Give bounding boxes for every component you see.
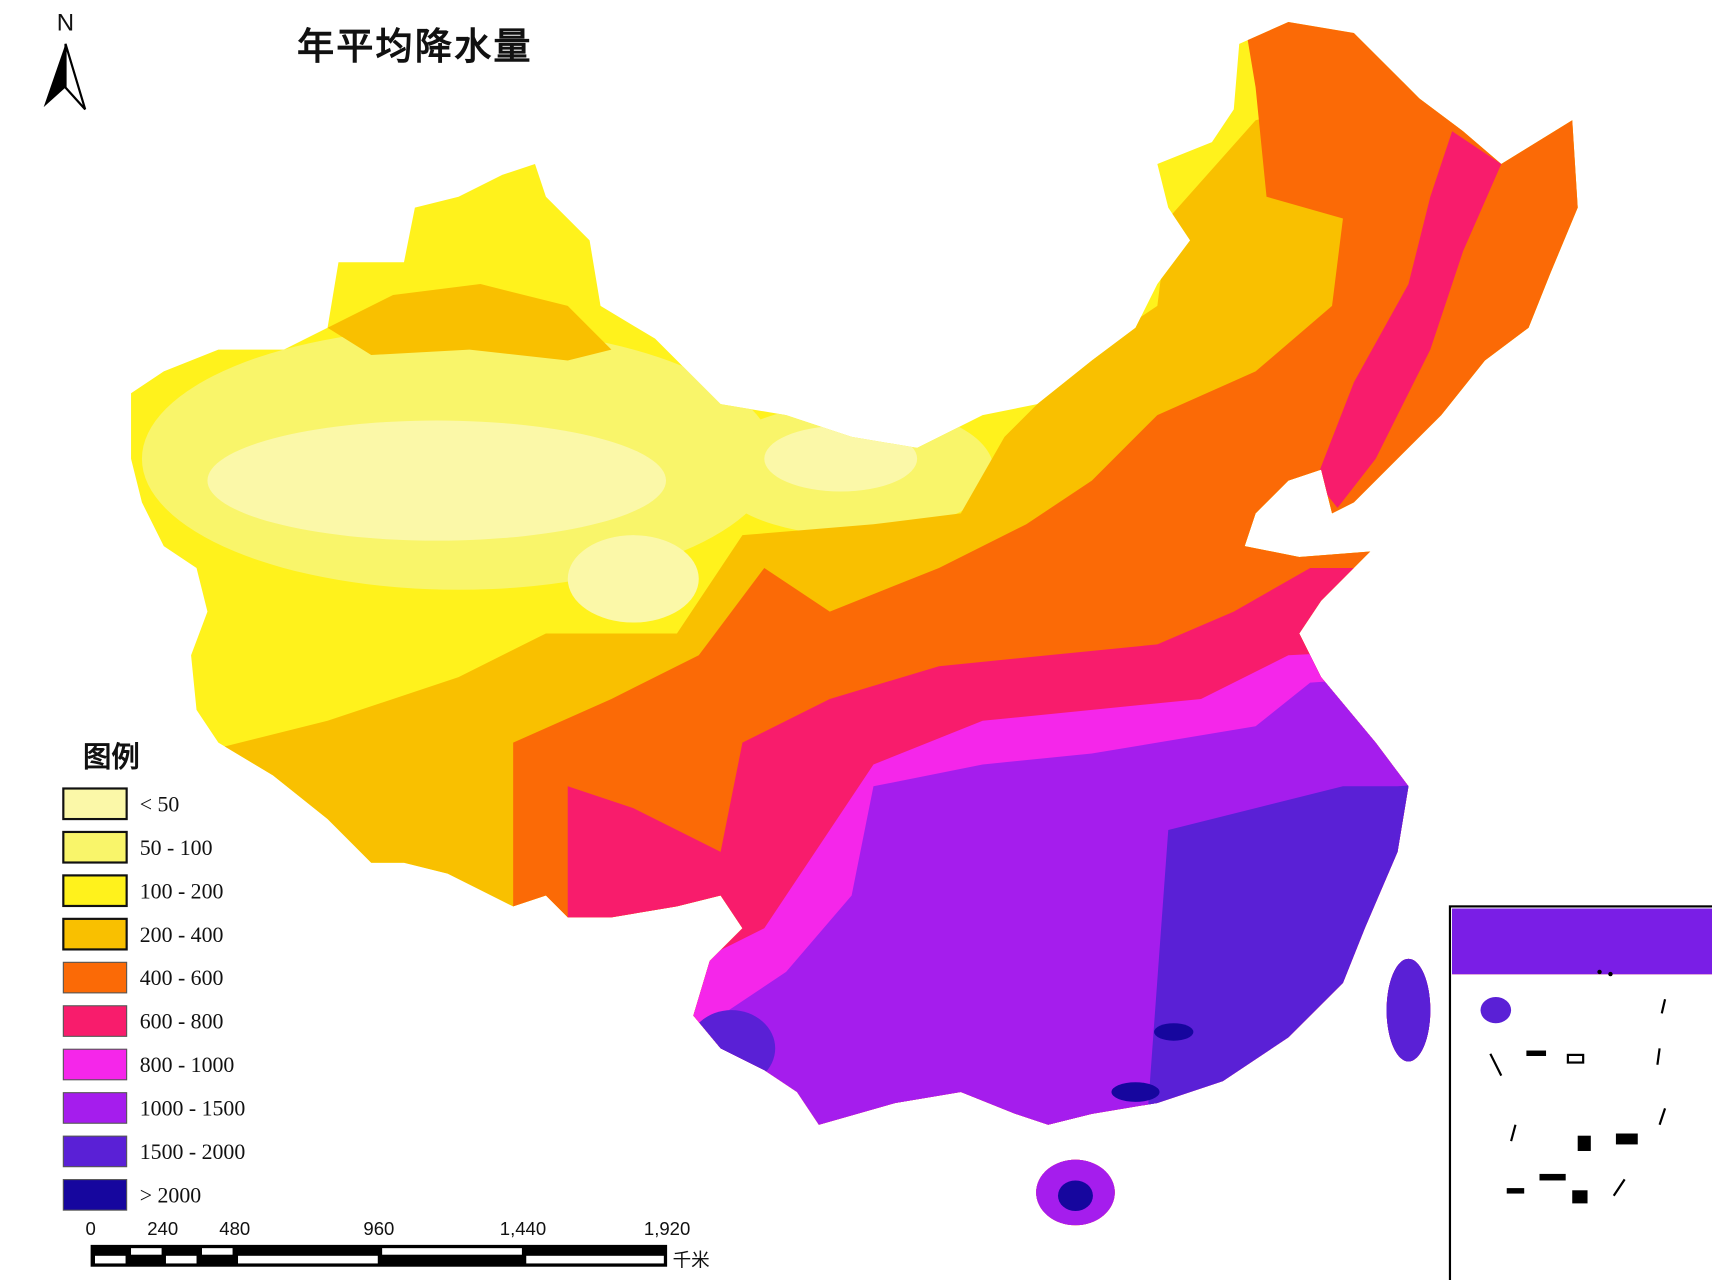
zone-lt-50 (207, 420, 667, 541)
zone-1500-2000 (687, 1010, 776, 1087)
north-arrow: N (43, 10, 87, 111)
legend-label: 600 - 800 (140, 1010, 224, 1034)
legend-swatch (62, 1092, 128, 1124)
legend-label: 1500 - 2000 (140, 1140, 246, 1164)
scale-tick-label: 480 (219, 1218, 250, 1239)
legend-label: 200 - 400 (140, 923, 224, 947)
legend-swatch (62, 787, 128, 821)
zone-lt-50 (567, 535, 699, 623)
scale-unit: 千米 (673, 1250, 710, 1271)
legend-label: < 50 (140, 792, 180, 816)
legend-title: 图例 (83, 741, 140, 774)
legend-label: 1000 - 1500 (140, 1097, 246, 1121)
zone-gt-2000 (1154, 1023, 1194, 1041)
scale-tick-label: 1,920 (644, 1218, 690, 1239)
legend-swatch (62, 961, 128, 994)
zone-200-400-north (327, 284, 612, 361)
legend-swatch (62, 917, 128, 951)
legend-label: 400 - 600 (140, 966, 224, 990)
legend-label: > 2000 (140, 1184, 202, 1208)
zone-600-800-northeast (1315, 131, 1502, 508)
legend-label: 50 - 100 (140, 836, 213, 860)
scale-tick-label: 1,440 (500, 1218, 546, 1239)
legend-swatch (62, 1005, 128, 1037)
legend-swatch (62, 1135, 128, 1168)
scale-tick-label: 0 (85, 1218, 95, 1239)
zone-gt-2000 (1057, 1180, 1093, 1212)
zone-1500-2000 (1386, 958, 1431, 1062)
legend-label: 100 - 200 (140, 879, 224, 903)
legend-swatch (62, 830, 128, 864)
scale-bar: 0 240 480 960 1,440 1,920 千米 (85, 1218, 709, 1271)
scale-tick-label: 960 (363, 1218, 394, 1239)
legend-swatch (62, 1048, 128, 1081)
legend-swatch (62, 874, 128, 908)
legend-label: 800 - 1000 (140, 1053, 235, 1077)
legend-swatch (62, 1179, 128, 1211)
scale-tick-label: 240 (147, 1218, 178, 1239)
legend: 图例 < 50 50 - 100 100 - 200 200 - 400 400 - 6… (62, 741, 246, 1211)
south-china-sea-inset (1448, 905, 1712, 1280)
zone-gt-2000 (1111, 1082, 1160, 1102)
zone-lt-50 (764, 426, 918, 492)
map-title: 年平均降水量 (297, 25, 533, 68)
north-label: N (57, 10, 74, 37)
zone-1500-2000 (1452, 908, 1712, 975)
